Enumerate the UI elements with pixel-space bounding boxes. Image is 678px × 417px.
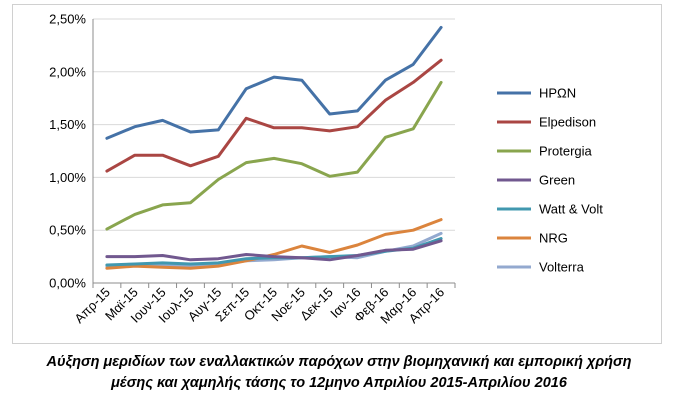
series-line	[105, 25, 443, 140]
line-chart: 0,00% 0,50% 1,00% 1,50% 2,00% 2,50% Απρ-15Μαϊ…	[49, 12, 603, 327]
y-tick-label: 0,00%	[49, 276, 86, 291]
series-line	[105, 218, 443, 270]
x-tick-label: Απρ-15	[71, 285, 113, 327]
legend-label: ΗΡΩΝ	[539, 86, 576, 101]
series-line	[105, 58, 443, 173]
legend-label: NRG	[539, 231, 568, 246]
x-tick-labels: Απρ-15Μαϊ-15Ιουν-15Ιουλ-15Αυγ-15Σεπ-15Οκ…	[71, 285, 447, 327]
gridlines	[93, 18, 455, 231]
y-tick-label: 1,00%	[49, 170, 86, 185]
series-line	[105, 80, 443, 231]
legend: ΗΡΩΝ Elpedison Protergia Green Watt & Volt NR…	[497, 86, 603, 275]
chart-caption: Αύξηση μεριδίων των εναλλακτικών παρόχων…	[0, 352, 678, 394]
y-tick-label: 1,50%	[49, 117, 86, 132]
y-tick-label: 2,00%	[49, 64, 86, 79]
series-lines	[105, 25, 443, 270]
legend-label: Protergia	[539, 144, 593, 159]
legend-label: Green	[539, 173, 575, 188]
chart-frame: 0,00% 0,50% 1,00% 1,50% 2,00% 2,50% Απρ-15 Μαϊ…	[12, 4, 662, 344]
legend-label: Volterra	[539, 260, 585, 275]
y-tick-label: 2,50%	[49, 12, 86, 27]
caption-line-2: μέσης και χαμηλής τάσης το 12μηνο Απριλί…	[111, 375, 567, 391]
legend-label: Elpedison	[539, 115, 596, 130]
caption-line-1: Αύξηση μεριδίων των εναλλακτικών παρόχων…	[46, 354, 632, 370]
axes	[92, 19, 456, 288]
y-tick-labels: 0,00% 0,50% 1,00% 1,50% 2,00% 2,50%	[49, 12, 86, 291]
series-line	[105, 239, 443, 262]
legend-label: Watt & Volt	[539, 202, 603, 217]
y-tick-label: 0,50%	[49, 223, 86, 238]
